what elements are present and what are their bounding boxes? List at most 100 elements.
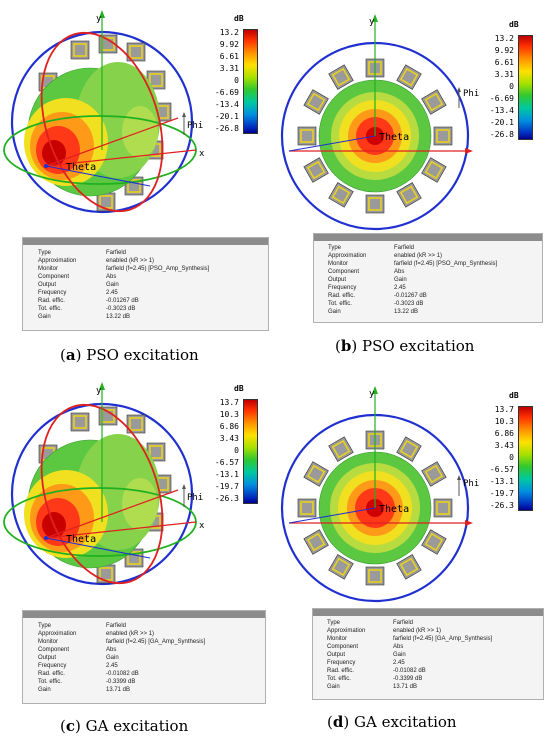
prop-key: Tot. effic.: [327, 676, 351, 682]
colorbar: dB 13.2 9.92 6.61 3.31 0 -6.69 -13.4 -20…: [205, 12, 265, 140]
prop-key: Output: [38, 282, 57, 288]
colorbar-tick: 3.31: [494, 70, 514, 79]
colorbar: dB 13.7 10.3 6.86 3.43 0 -6.57 -13.1 -19…: [480, 389, 540, 517]
colorbar-tick: 0: [234, 76, 239, 85]
x-axis-label: x: [199, 521, 205, 531]
radiation-pattern: [318, 451, 432, 565]
prop-value: enabled (kR >> 1): [393, 628, 442, 634]
prop-key: Monitor: [328, 261, 349, 267]
prop-key: Tot. effic.: [328, 301, 352, 307]
prop-value: -0.01267 dB: [394, 293, 427, 299]
prop-key: Approximation: [38, 631, 77, 637]
colorbar-tick: 6.61: [494, 58, 514, 67]
prop-key: Gain: [38, 687, 51, 693]
colorbar-tick: 13.7: [219, 398, 239, 407]
theta-label: Theta: [379, 504, 409, 515]
prop-value: -0.3023 dB: [394, 301, 424, 307]
caption-text: PSO excitation: [357, 337, 475, 355]
farfield-plot-3d: y x Theta Phi: [3, 10, 205, 214]
prop-value: Abs: [394, 269, 405, 275]
theta-label: Theta: [379, 132, 409, 143]
figure-caption: (b) PSO excitation: [335, 337, 475, 355]
colorbar-tick: 6.86: [219, 422, 239, 431]
prop-key: Component: [38, 274, 70, 280]
colorbar-tick: 0: [509, 82, 514, 91]
properties-header: [313, 609, 543, 616]
prop-value: 2.45: [394, 285, 406, 291]
phi-label: Phi: [463, 89, 479, 99]
colorbar-tick: 9.92: [494, 46, 514, 55]
caption-letter: d: [332, 713, 344, 731]
prop-value: 13.71 dB: [106, 687, 131, 693]
prop-key: Tot. effic.: [38, 306, 62, 312]
panel-c: y x Theta Phi dB 13.7 10.3 6.86 3.43 0 -…: [0, 372, 275, 742]
properties-header: [23, 238, 268, 245]
antenna-elements: [297, 58, 453, 214]
prop-key: Rad. effic.: [38, 671, 65, 677]
farfield-plot-top: y Theta Phi: [280, 14, 479, 231]
prop-key: Type: [328, 245, 342, 251]
colorbar-tick: -26.3: [214, 494, 239, 503]
caption-letter: b: [340, 337, 352, 355]
prop-value: 2.45: [106, 290, 118, 296]
prop-value: farfield (f=2.45) [GA_Amp_Synthesis]: [393, 636, 493, 642]
colorbar-tick: -6.57: [489, 465, 514, 474]
prop-value: -0.3399 dB: [106, 679, 136, 685]
y-axis-label: y: [96, 386, 102, 396]
prop-value: enabled (kR >> 1): [106, 631, 155, 637]
panel-b: y Theta Phi dB 13.2 9.92 6.61 3.31 0 -6.…: [275, 0, 550, 370]
prop-value: 2.45: [106, 663, 118, 669]
colorbar-unit: dB: [234, 384, 244, 393]
caption-text: GA excitation: [349, 713, 457, 731]
y-axis-label: y: [96, 14, 102, 24]
colorbar-tick: 13.2: [494, 34, 514, 43]
figure-caption: (c) GA excitation: [60, 717, 189, 735]
prop-value: Farfield: [394, 245, 415, 251]
theta-label: Theta: [66, 534, 96, 545]
colorbar-tick: -13.1: [214, 470, 239, 479]
caption-letter: a: [65, 346, 76, 364]
y-axis-label: y: [369, 389, 375, 399]
prop-key: Approximation: [327, 628, 366, 634]
phi-label: Phi: [463, 479, 479, 489]
prop-key: Monitor: [38, 639, 59, 645]
prop-key: Rad. effic.: [38, 298, 65, 304]
colorbar: dB 13.2 9.92 6.61 3.31 0 -6.69 -13.4 -20…: [480, 18, 540, 146]
prop-value: 13.22 dB: [394, 309, 419, 315]
prop-key: Gain: [327, 684, 340, 690]
prop-value: -0.01082 dB: [106, 671, 139, 677]
prop-key: Frequency: [38, 663, 67, 669]
colorbar-gradient: [518, 406, 533, 511]
colorbar-unit: dB: [234, 14, 244, 23]
y-axis-label: y: [369, 17, 375, 27]
prop-key: Type: [38, 250, 52, 256]
prop-key: Type: [327, 620, 341, 626]
properties-box: Type Farfield Approximation enabled (kR >>…: [22, 610, 266, 704]
properties-header: [314, 234, 542, 241]
prop-value: -0.01267 dB: [106, 298, 139, 304]
colorbar-tick: 9.92: [219, 40, 239, 49]
x-axis-label: x: [199, 149, 205, 159]
colorbar-unit: dB: [509, 20, 519, 29]
properties-header: [23, 611, 265, 618]
prop-key: Frequency: [38, 290, 67, 296]
colorbar-tick: -19.7: [214, 482, 239, 491]
prop-key: Gain: [328, 309, 341, 315]
properties-box: Type Farfield Approximation enabled (kR >>…: [313, 233, 543, 323]
prop-value: farfield (f=2.45) [PSO_Amp_Synthesis]: [394, 261, 498, 267]
prop-key: Component: [327, 644, 359, 650]
colorbar-tick: -13.4: [489, 106, 514, 115]
colorbar-tick: 0: [509, 453, 514, 462]
caption-text: PSO excitation: [81, 346, 199, 364]
prop-key: Component: [328, 269, 360, 275]
prop-value: -0.3399 dB: [393, 676, 423, 682]
colorbar-tick: -20.1: [489, 118, 514, 127]
figure-caption: (d) GA excitation: [327, 713, 457, 731]
colorbar-tick: -20.1: [214, 112, 239, 121]
prop-value: 13.22 dB: [106, 314, 131, 320]
colorbar-tick: 6.86: [494, 429, 514, 438]
prop-value: Abs: [106, 274, 117, 280]
prop-value: Gain: [393, 652, 406, 658]
prop-value: -0.3023 dB: [106, 306, 136, 312]
colorbar-gradient: [243, 29, 258, 134]
